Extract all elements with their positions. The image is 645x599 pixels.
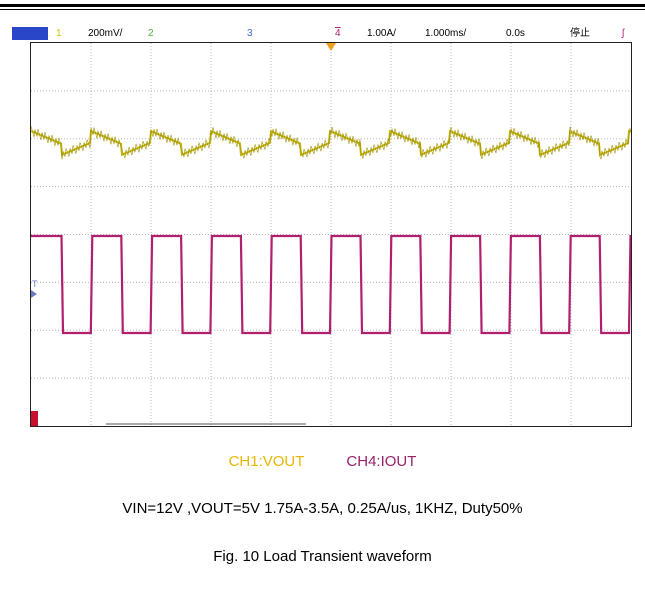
trigger-position-marker xyxy=(326,43,336,51)
ch2-number: 2 xyxy=(148,28,154,39)
ch1-vout-noise xyxy=(31,126,631,160)
ch1-number: 1 xyxy=(56,28,62,39)
ch4-scale: 1.00A/ xyxy=(367,28,396,39)
ch3-number: 3 xyxy=(247,28,253,39)
run-control-button[interactable] xyxy=(12,27,48,40)
ch1-scale: 200mV/ xyxy=(88,28,123,39)
waveform-display: T xyxy=(30,42,632,427)
ch4-number: 4 xyxy=(335,28,341,39)
oscilloscope-screenshot: 1 200mV/ 2 3 4 1.00A/ 1.000ms/ 0.0s 停止 ʃ… xyxy=(10,25,632,427)
graticule xyxy=(31,43,631,426)
trigger-level-marker: T xyxy=(32,279,38,289)
ch1-vout-trace xyxy=(31,129,631,157)
test-conditions: VIN=12V ,VOUT=5V 1.75A-3.5A, 0.25A/us, 1… xyxy=(122,500,523,517)
header-rule-thin xyxy=(0,9,645,10)
delay: 0.0s xyxy=(506,28,525,39)
header-rule xyxy=(0,4,645,7)
ch4-offset-marker xyxy=(31,290,37,298)
ch4-ground-marker xyxy=(31,411,38,426)
ch4-legend: CH4:IOUT xyxy=(346,453,417,470)
run-state: 停止 xyxy=(570,28,590,39)
timebase: 1.000ms/ xyxy=(425,28,467,39)
ch1-legend: CH1:VOUT xyxy=(228,453,305,470)
scope-status-bar: 1 200mV/ 2 3 4 1.00A/ 1.000ms/ 0.0s 停止 ʃ xyxy=(10,25,632,42)
ch4-iout-trace xyxy=(31,234,631,335)
channel-legend: CH1:VOUT CH4:IOUT xyxy=(0,453,645,470)
trigger-slope-icon: ʃ xyxy=(622,28,625,39)
figure-caption: Fig. 10 Load Transient waveform xyxy=(213,548,432,565)
